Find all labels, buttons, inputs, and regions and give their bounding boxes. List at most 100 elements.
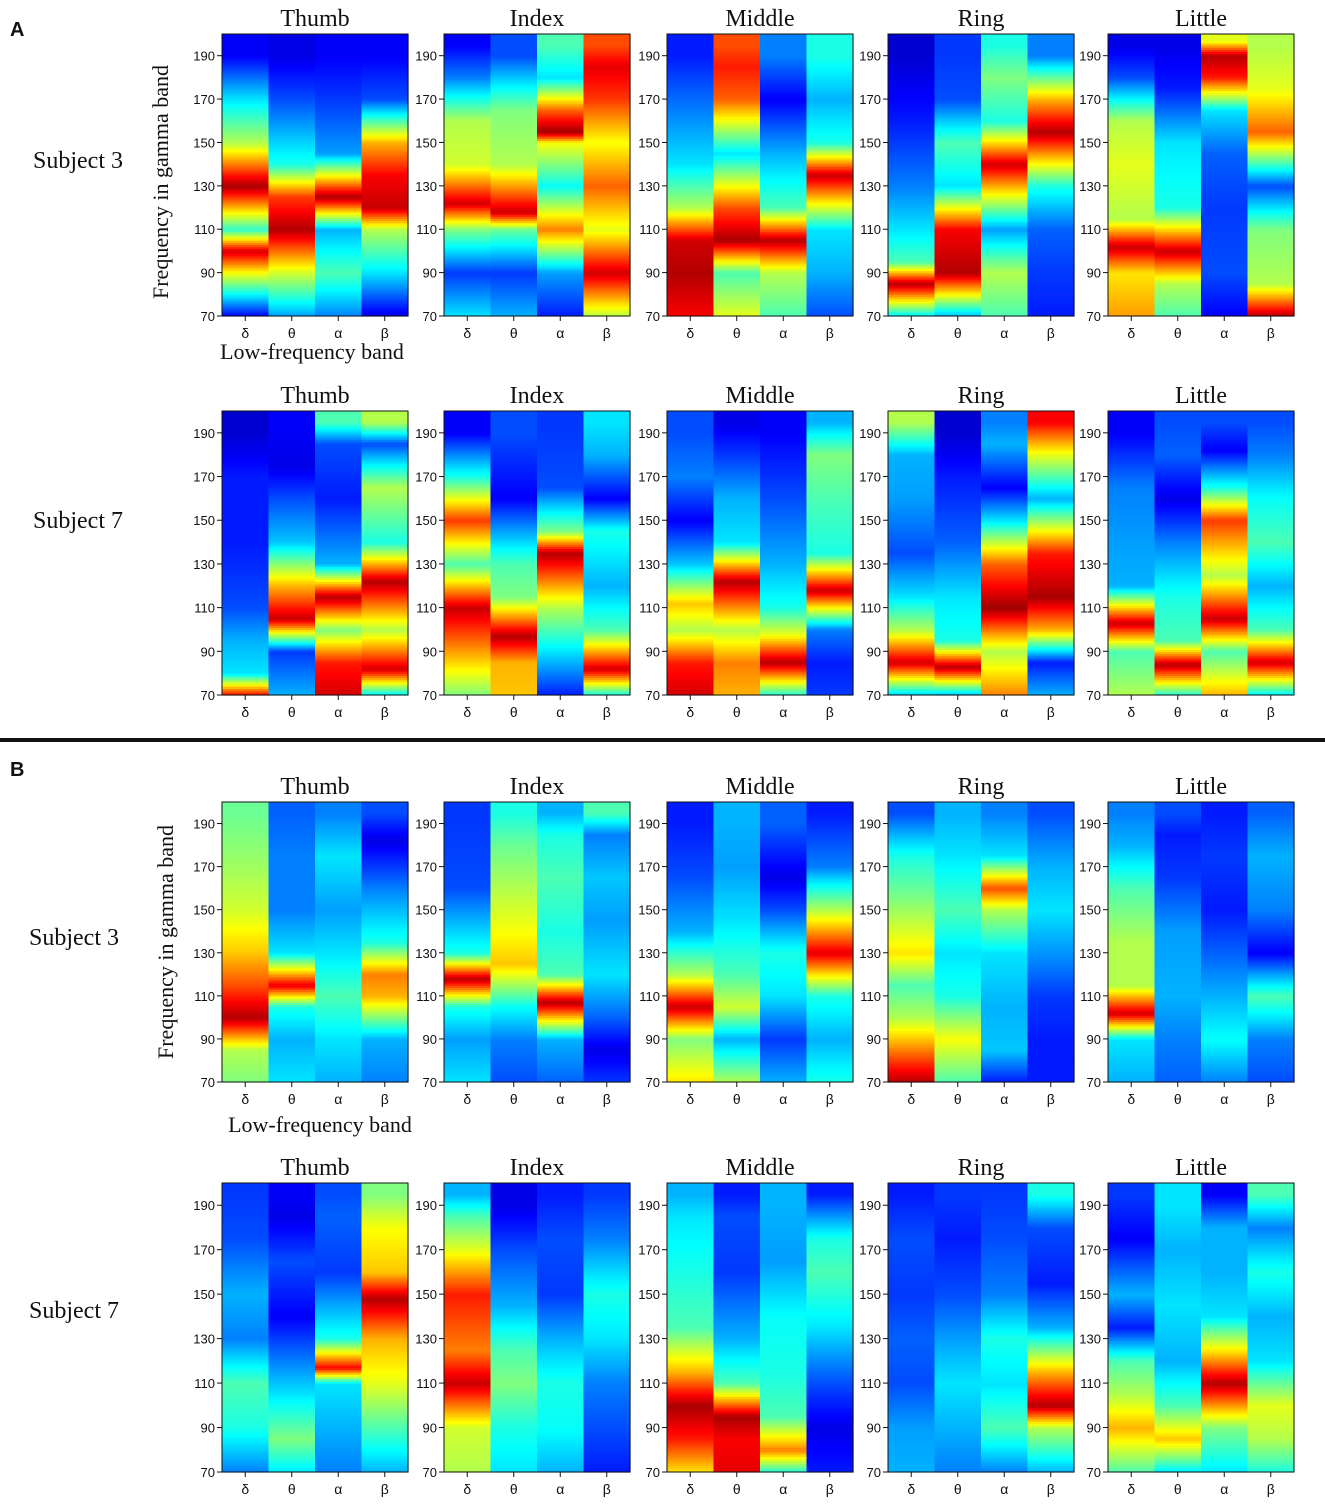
heatmap-cell [806, 270, 854, 274]
heatmap-cell [361, 454, 409, 458]
heatmap-cell [981, 118, 1029, 122]
heatmap-cell [806, 686, 854, 690]
heatmap-cell [361, 539, 409, 543]
heatmap-cell [760, 587, 808, 591]
heatmap-cell [315, 240, 363, 243]
heatmap-cell [934, 216, 982, 219]
heatmap-cell [444, 166, 492, 170]
heatmap-cell [1108, 164, 1156, 167]
heatmap-cell [583, 201, 631, 204]
heatmap-cell [667, 502, 715, 506]
heatmap-cell [583, 296, 631, 300]
heatmap-cell [806, 151, 854, 154]
heatmap-cell [222, 520, 270, 524]
heatmap-cell [268, 289, 316, 293]
heatmap-cell [806, 557, 854, 561]
heatmap-cell [713, 114, 761, 118]
heatmap-cell [934, 235, 982, 239]
heatmap-cell [490, 454, 538, 458]
heatmap-cell [361, 616, 409, 620]
heatmap-cell [934, 605, 982, 609]
heatmap-cell [981, 144, 1029, 148]
heatmap-cell [934, 296, 982, 300]
heatmap-cell [444, 62, 492, 65]
heatmap-cell [713, 611, 761, 615]
heatmap-cell [315, 302, 363, 306]
heatmap-cell [1027, 283, 1075, 287]
heatmap-cell [667, 518, 715, 521]
heatmap-cell [1027, 513, 1075, 517]
heatmap-cell [1154, 138, 1202, 141]
y-tick-label: 190 [193, 426, 215, 441]
heatmap-cell [268, 622, 316, 626]
heatmap-cell [361, 287, 409, 291]
heatmap-cell [444, 496, 492, 499]
heatmap-cell [222, 660, 270, 663]
heatmap-cell [1027, 70, 1075, 74]
heatmap-cell [444, 181, 492, 185]
heatmap-cell [1108, 539, 1156, 543]
heatmap-cell [537, 688, 585, 692]
heatmap-cell [888, 161, 936, 165]
heatmap-cell [444, 692, 492, 696]
heatmap-cell [934, 105, 982, 109]
heatmap-cell [537, 474, 585, 478]
heatmap-cell [537, 196, 585, 200]
heatmap-cell [583, 561, 631, 565]
heatmap-cell [806, 570, 854, 574]
heatmap-cell [1027, 472, 1075, 475]
heatmap-cell [583, 114, 631, 118]
heatmap-cell [268, 214, 316, 217]
heatmap-cell [806, 231, 854, 235]
heatmap-cell [713, 688, 761, 692]
heatmap-cell [888, 294, 936, 298]
heatmap-cell [981, 515, 1029, 519]
heatmap-cell [1108, 172, 1156, 176]
heatmap-cell [713, 148, 761, 152]
heatmap-cell [222, 421, 270, 425]
heatmap-cell [583, 692, 631, 696]
heatmap-cell [667, 129, 715, 133]
heatmap-cell [806, 636, 854, 639]
heatmap-cell [981, 36, 1029, 39]
heatmap-cell [583, 73, 631, 76]
heatmap-cell [888, 622, 936, 626]
heatmap-cell [713, 456, 761, 460]
heatmap-cell [222, 559, 270, 563]
heatmap-cell [268, 445, 316, 449]
x-tick-label: β [826, 704, 834, 720]
heatmap-cell [1154, 309, 1202, 313]
heatmap-cell [583, 248, 631, 252]
heatmap-cell [760, 118, 808, 122]
heatmap-cell [934, 419, 982, 423]
heatmap-cell [981, 266, 1029, 269]
heatmap-cell [760, 198, 808, 202]
heatmap-cell [1108, 101, 1156, 105]
heatmap-cell [667, 194, 715, 198]
heatmap-cell [934, 170, 982, 174]
heatmap-cell [888, 311, 936, 315]
heatmap-cell [1027, 511, 1075, 515]
heatmap-cell [268, 220, 316, 224]
heatmap-cell [222, 276, 270, 280]
heatmap-cell [760, 302, 808, 306]
heatmap-cell [1201, 185, 1249, 189]
heatmap-cell [1027, 311, 1075, 315]
heatmap-cell [583, 109, 631, 113]
heatmap-cell [713, 140, 761, 144]
heatmap-cell [981, 467, 1029, 471]
heatmap-cell [583, 302, 631, 306]
heatmap-cell [537, 60, 585, 63]
heatmap-cell [1027, 421, 1075, 425]
heatmap-cell [490, 487, 538, 491]
heatmap-cell [667, 135, 715, 139]
heatmap-cell [315, 629, 363, 633]
heatmap-cell [667, 487, 715, 491]
heatmap-cell [888, 553, 936, 556]
heatmap-cell [1108, 522, 1156, 526]
heatmap-cell [934, 633, 982, 637]
heatmap-cell [934, 579, 982, 582]
heatmap-cell [537, 142, 585, 146]
heatmap-cell [667, 483, 715, 486]
